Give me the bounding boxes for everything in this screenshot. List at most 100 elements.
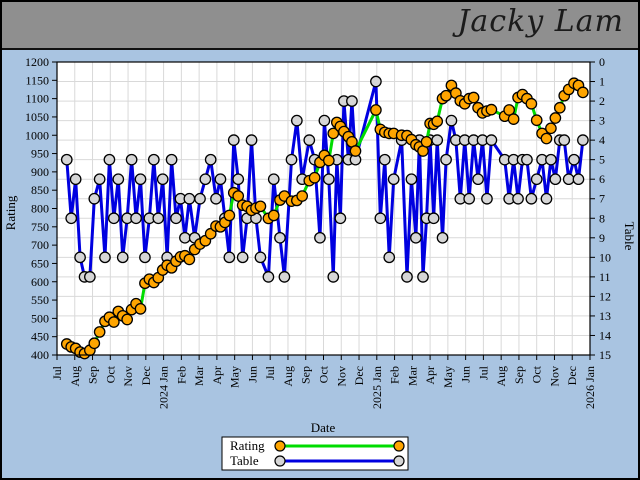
y2-tick-label: 6: [599, 172, 605, 186]
table-data-point: [274, 231, 286, 244]
x-tick-label: Aug: [281, 366, 295, 387]
x-tick-label: Dec: [565, 366, 579, 385]
table-data-point: [147, 153, 160, 166]
y-tick-label: 450: [31, 330, 49, 344]
x-tick-label: Aug: [68, 366, 82, 387]
y-axis-title: Rating: [3, 195, 18, 230]
y2-tick-label: 11: [599, 270, 611, 284]
table-data-point: [84, 271, 96, 283]
table-data-point: [540, 192, 553, 205]
rating-data-point: [530, 114, 543, 127]
x-tick-label: Oct: [317, 365, 331, 383]
table-data-point: [525, 192, 538, 205]
x-tick-label: Aug: [494, 366, 508, 387]
gridlines: [57, 62, 590, 355]
rating-data-point: [296, 190, 309, 202]
y2-tick-label: 9: [599, 231, 605, 245]
table-data-point: [572, 173, 585, 186]
x-tick-label: Jul: [50, 365, 64, 380]
table-data-point: [170, 212, 182, 225]
table-data-point: [134, 173, 147, 186]
rating-chart: Jul Aug Sep Oct Nov Dec 2024 Jan Feb Mar Apr May Ju…: [3, 55, 637, 471]
chart-area: Jul Aug Sep Oct Nov Dec 2024 Jan Feb Mar Apr May Ju…: [2, 50, 638, 478]
table-data-point: [204, 153, 217, 166]
y-tick-label: 900: [31, 165, 49, 179]
rating-series: [60, 77, 589, 360]
table-data-point: [512, 192, 524, 205]
table-data-point: [179, 231, 191, 244]
player-name: Jacky Lam: [457, 4, 624, 39]
table-data-point: [60, 153, 73, 166]
rating-data-point: [507, 113, 520, 125]
table-series: [60, 75, 589, 283]
table-data-point: [99, 251, 111, 264]
table-data-point: [290, 114, 303, 127]
rating-data-point: [549, 112, 562, 124]
x-tick-label: Nov: [547, 366, 561, 387]
rating-data-point: [93, 326, 106, 338]
y-tick-label: 550: [31, 293, 49, 307]
table-data-point: [401, 271, 413, 283]
x-tick-label: Apr: [423, 366, 437, 385]
table-data-point: [472, 173, 484, 186]
x-tick-label: Mar: [192, 366, 206, 386]
table-data-point: [440, 153, 452, 166]
table-data-point: [156, 173, 169, 186]
rating-data-point: [349, 145, 362, 157]
table-data-point: [431, 134, 444, 146]
x-tick-label: Feb: [388, 366, 402, 384]
table-data-point: [112, 173, 125, 186]
rating-data-point: [577, 86, 589, 99]
y-tick-label: 700: [31, 238, 49, 252]
x-tick-label: 2024 Jan: [157, 366, 171, 409]
y2-tick-label: 2: [599, 94, 605, 108]
table-data-point: [383, 251, 396, 264]
rating-data-point: [108, 316, 120, 328]
y2-tick-label: 3: [599, 114, 605, 128]
y2-tick-label: 7: [599, 192, 605, 206]
table-data-point: [227, 134, 240, 146]
y2-axis-title: Table: [622, 222, 637, 251]
table-data-point: [74, 251, 86, 264]
rating-data-point: [485, 103, 498, 116]
y2-tick-label: 12: [599, 289, 611, 303]
y-tick-label: 1000: [25, 128, 49, 142]
table-data-point: [463, 192, 476, 205]
x-tick-label: Jun: [245, 366, 259, 383]
rating-data-point: [420, 135, 433, 148]
table-data-point: [545, 153, 557, 166]
rating-data-point: [540, 132, 553, 145]
x-tick-label: Jul: [476, 365, 490, 380]
table-data-point: [93, 173, 106, 186]
x-tick-label: Apr: [210, 366, 224, 385]
x-tick-label: Nov: [121, 366, 135, 387]
y-tick-label: 1100: [25, 92, 49, 106]
rating-data-point: [322, 154, 335, 167]
table-data-point: [262, 271, 275, 283]
x-axis-ticks: Jul Aug Sep Oct Nov Dec 2024 Jan Feb Mar Apr May Ju…: [50, 355, 597, 409]
rating-data-point: [370, 104, 382, 116]
table-data-point: [374, 212, 387, 225]
x-axis-title: Date: [311, 420, 336, 435]
y2-tick-label: 15: [599, 348, 611, 362]
table-data-point: [183, 192, 196, 205]
rating-data-point: [431, 115, 444, 128]
y2-tick-label: 1: [599, 75, 605, 89]
legend-label-rating: Rating: [230, 438, 265, 453]
table-data-point: [236, 251, 249, 264]
table-data-point: [327, 271, 340, 283]
header-bar: Jacky Lam: [2, 2, 638, 50]
table-data-point: [254, 251, 267, 264]
rating-data-point: [545, 122, 557, 135]
x-tick-label: Feb: [174, 366, 188, 384]
x-tick-label: Oct: [103, 365, 117, 383]
table-data-point: [577, 134, 589, 146]
y2-tick-label: 4: [599, 133, 605, 147]
table-data-point: [108, 212, 120, 225]
table-data-point: [88, 192, 101, 205]
y-axis-ticks: 400 450 500 550 600 650 700 750 800 850 900 950 1000…: [25, 55, 57, 362]
rating-data-point: [134, 303, 147, 315]
table-data-point: [417, 271, 429, 283]
